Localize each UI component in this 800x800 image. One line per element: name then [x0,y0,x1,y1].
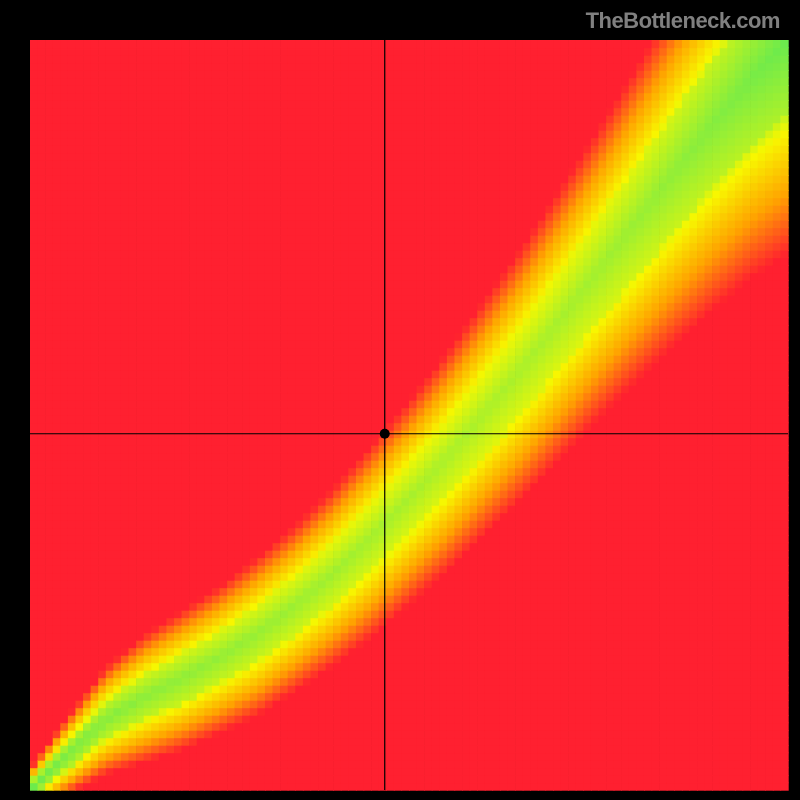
chart-container: TheBottleneck.com [0,0,800,800]
watermark-label: TheBottleneck.com [586,8,780,34]
bottleneck-heatmap [0,0,800,800]
